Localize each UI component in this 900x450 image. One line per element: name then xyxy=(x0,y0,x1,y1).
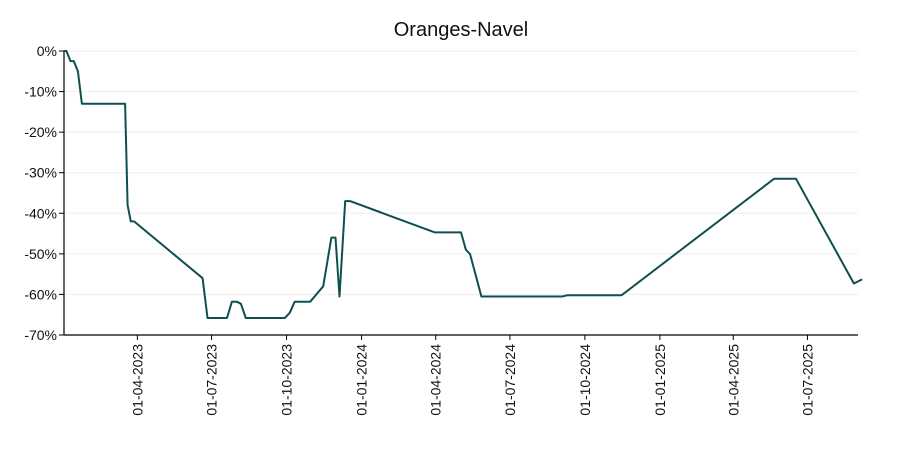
x-tick-label: 01-07-2025 xyxy=(799,344,815,416)
axes xyxy=(63,51,858,336)
y-tick-label: -40% xyxy=(24,205,57,221)
x-tick-label: 01-04-2025 xyxy=(725,344,741,416)
x-tick-label: 01-10-2024 xyxy=(577,344,593,416)
x-tick-label: 01-01-2024 xyxy=(354,344,370,416)
x-tick-label: 01-10-2023 xyxy=(279,344,295,416)
y-tick-label: -20% xyxy=(24,124,57,140)
y-tick-label: -50% xyxy=(24,246,57,262)
series-line xyxy=(64,50,863,319)
y-axis-ticks: 0% -10% -20% -30% -40% -50% -60% -70% xyxy=(24,43,64,343)
x-tick-label: 01-04-2024 xyxy=(428,344,444,416)
grid-lines xyxy=(64,50,858,295)
x-axis-ticks: 01-04-2023 01-07-2023 01-10-2023 01-01-2024… xyxy=(129,335,815,416)
x-tick-label: 01-07-2024 xyxy=(502,344,518,416)
series-layer xyxy=(63,50,863,319)
y-tick-label: -60% xyxy=(24,286,57,302)
y-tick-label: 0% xyxy=(37,43,57,59)
chart-title: Oranges-Navel xyxy=(394,19,529,41)
y-tick-label: -70% xyxy=(24,327,57,343)
y-tick-label: -30% xyxy=(24,165,57,181)
x-tick-label: 01-01-2025 xyxy=(652,344,668,416)
y-tick-label: -10% xyxy=(24,84,57,100)
x-tick-label: 01-04-2023 xyxy=(129,344,145,416)
x-tick-label: 01-07-2023 xyxy=(204,344,220,416)
